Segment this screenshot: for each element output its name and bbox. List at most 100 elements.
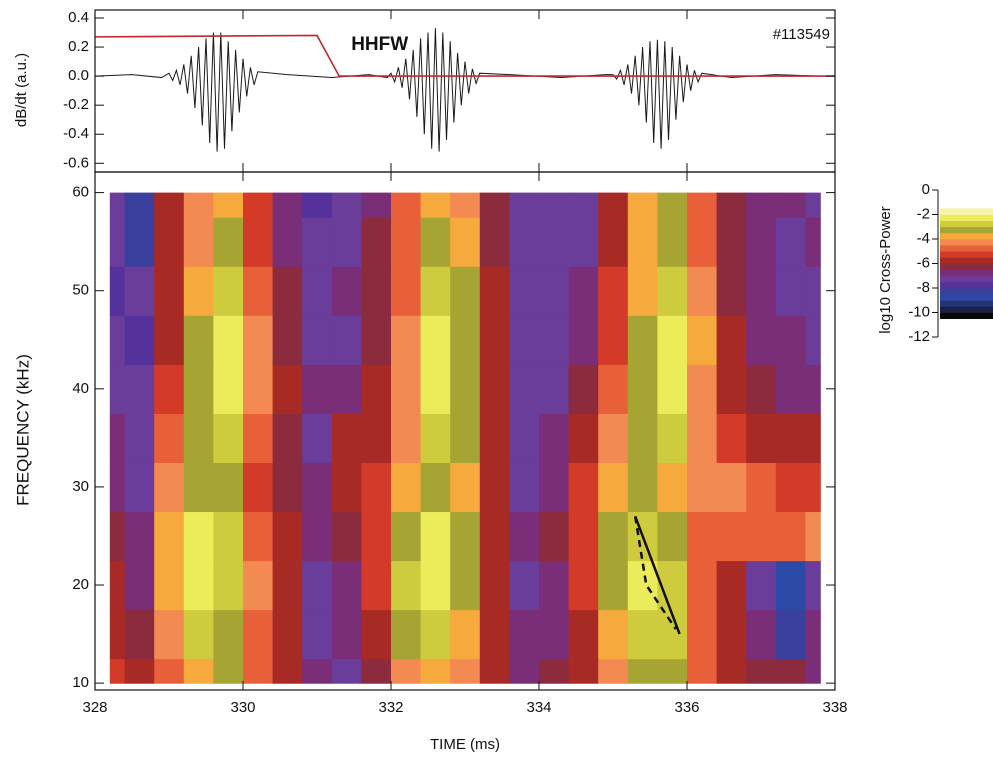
heat-cell	[109, 462, 126, 513]
heat-cell	[361, 413, 392, 463]
heat-cell	[302, 511, 333, 562]
heat-cell	[243, 364, 274, 414]
heat-cell	[479, 609, 510, 660]
heat-cell	[479, 217, 510, 267]
heat-cell	[331, 511, 362, 562]
heat-cell	[213, 217, 244, 267]
heat-cell	[183, 609, 214, 660]
colorbar-swatch	[940, 294, 993, 301]
heat-cell	[716, 560, 747, 611]
heat-cell	[568, 560, 599, 611]
heat-cell	[509, 658, 540, 684]
heat-cell	[687, 413, 718, 463]
heat-cell	[272, 658, 303, 684]
heat-cell	[539, 413, 570, 463]
y-tick-label: 0.2	[68, 38, 89, 55]
y-axis-label: dB/dt (a.u.)	[13, 53, 30, 127]
x-tick-label: 338	[822, 699, 847, 716]
heat-cell	[716, 364, 747, 414]
heat-cell	[716, 192, 747, 218]
heat-cell	[657, 315, 688, 365]
heat-cell	[627, 315, 658, 365]
heat-cell	[687, 609, 718, 660]
heat-cell	[716, 413, 747, 463]
colorbar-tick-label: 0	[922, 181, 930, 198]
colorbar-tick-label: -10	[908, 303, 930, 320]
heat-cell	[124, 511, 155, 562]
heat-cell	[687, 511, 718, 562]
heat-cell	[746, 364, 777, 414]
colorbar-tick-label: -4	[917, 230, 930, 247]
heat-cell	[154, 217, 185, 267]
heat-cell	[687, 266, 718, 316]
heat-cell	[716, 609, 747, 660]
heat-cell	[775, 609, 806, 660]
colorbar-swatch	[940, 208, 993, 215]
heat-cell	[331, 609, 362, 660]
heat-cell	[302, 217, 333, 267]
heat-cell	[109, 658, 126, 684]
heat-cell	[509, 462, 540, 513]
heat-cell	[124, 560, 155, 611]
heat-cell	[183, 192, 214, 218]
heat-cell	[331, 462, 362, 513]
heat-cell	[657, 364, 688, 414]
heat-cell	[391, 462, 422, 513]
heat-cell	[302, 462, 333, 513]
heat-cell	[420, 266, 451, 316]
heat-cell	[361, 217, 392, 267]
heat-cell	[243, 511, 274, 562]
heat-cell	[124, 658, 155, 684]
heat-cell	[775, 511, 806, 562]
colorbar-swatch	[940, 300, 993, 307]
heat-cell	[539, 266, 570, 316]
y-tick-label: 40	[72, 380, 89, 397]
heat-cell	[154, 315, 185, 365]
colorbar-swatch	[940, 263, 993, 271]
heat-cell	[213, 462, 244, 513]
heat-cell	[361, 609, 392, 660]
heat-cell	[272, 364, 303, 414]
colorbar-tick-label: -2	[917, 205, 930, 222]
heat-cell	[450, 658, 481, 684]
heat-cell	[805, 658, 821, 684]
heat-cell	[272, 560, 303, 611]
shot-number: #113549	[773, 26, 830, 43]
heat-cell	[124, 217, 155, 267]
heat-cell	[568, 658, 599, 684]
heat-cell	[687, 217, 718, 267]
heat-cell	[657, 413, 688, 463]
heat-cell	[450, 462, 481, 513]
heat-cell	[509, 609, 540, 660]
colorbar-swatch	[940, 239, 993, 246]
heat-cell	[243, 192, 274, 218]
heat-cell	[361, 266, 392, 316]
heat-cell	[420, 413, 451, 463]
heat-cell	[124, 266, 155, 316]
heat-cell	[805, 192, 821, 218]
heat-cell	[539, 658, 570, 684]
heat-cell	[272, 413, 303, 463]
heat-cell	[420, 217, 451, 267]
heat-cell	[109, 364, 126, 414]
heat-cell	[657, 266, 688, 316]
heat-cell	[805, 511, 821, 562]
heat-cell	[746, 315, 777, 365]
colorbar-swatch	[940, 281, 993, 289]
heat-cell	[420, 658, 451, 684]
x-axis-label: TIME (ms)	[430, 736, 500, 753]
heat-cell	[598, 413, 629, 463]
heat-cell	[450, 192, 481, 218]
heat-cell	[657, 658, 688, 684]
heat-cell	[183, 217, 214, 267]
heat-cell	[805, 413, 821, 463]
heat-cell	[598, 609, 629, 660]
colorbar-swatch	[940, 257, 993, 264]
heat-cell	[213, 413, 244, 463]
heat-cell	[183, 658, 214, 684]
heat-cell	[154, 609, 185, 660]
colorbar-swatch	[940, 245, 993, 252]
heat-cell	[154, 658, 185, 684]
heat-cell	[509, 560, 540, 611]
heat-cell	[331, 266, 362, 316]
